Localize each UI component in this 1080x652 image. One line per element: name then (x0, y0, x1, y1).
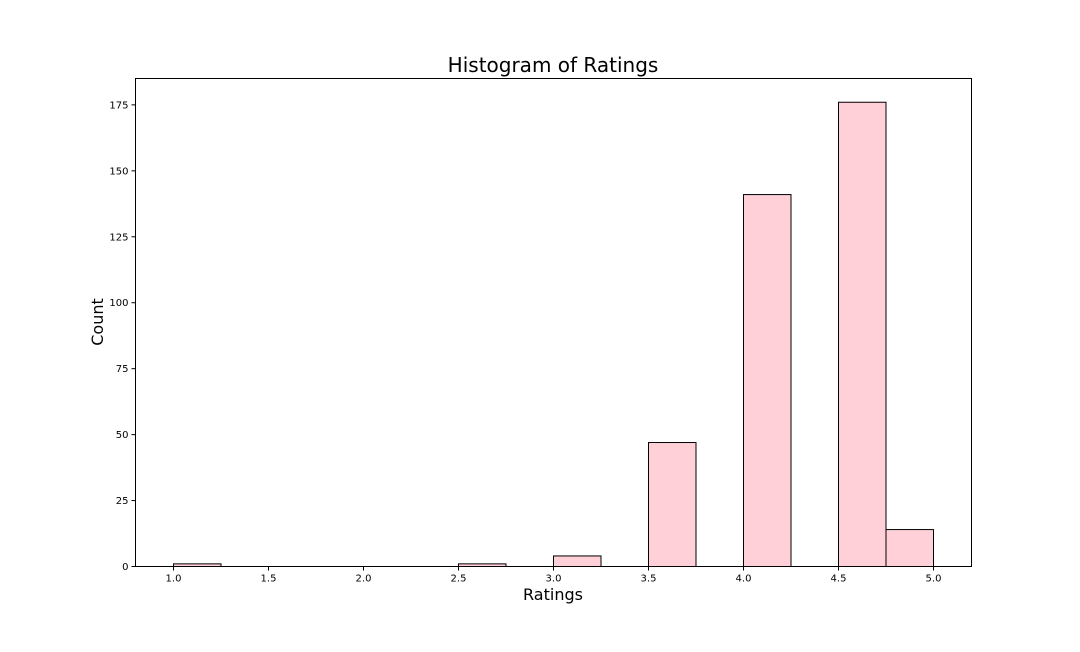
chart-title: Histogram of Ratings (448, 53, 659, 77)
x-tick-label-4: 3.0 (546, 574, 562, 585)
y-tick-label-7: 175 (109, 100, 128, 111)
x-axis-label: Ratings (523, 585, 583, 604)
y-tick-label-1: 25 (116, 496, 129, 507)
x-tick-label-0: 1.0 (166, 574, 182, 585)
histogram-bar-5 (838, 101, 887, 567)
y-tick-label-3: 75 (116, 364, 129, 375)
histogram-bar-2 (553, 555, 602, 568)
histogram-bar-6 (885, 529, 934, 567)
histogram-bar-4 (743, 194, 792, 568)
histogram-bar-3 (648, 442, 697, 567)
x-tick-label-5: 3.5 (641, 574, 657, 585)
y-tick-label-2: 50 (116, 430, 129, 441)
y-tick-label-0: 0 (122, 562, 128, 573)
x-tick-label-2: 2.0 (356, 574, 372, 585)
x-tick-label-8: 5.0 (926, 574, 942, 585)
x-tick-label-6: 4.0 (736, 574, 752, 585)
bars-layer (173, 101, 934, 568)
x-tick-label-7: 4.5 (831, 574, 847, 585)
x-tick-label-1: 1.5 (261, 574, 277, 585)
plot-frame (135, 78, 972, 567)
y-tick-label-5: 125 (109, 232, 128, 243)
x-tick-label-3: 2.5 (451, 574, 467, 585)
ticks-layer: 1.0 1.5 2.0 2.5 3.0 3.5 4.0 4.5 5.0 0 25 50 75 100 125… (109, 100, 941, 584)
y-tick-label-4: 100 (109, 298, 128, 309)
y-axis-label: Count (88, 298, 107, 346)
y-tick-label-6: 150 (109, 166, 128, 177)
